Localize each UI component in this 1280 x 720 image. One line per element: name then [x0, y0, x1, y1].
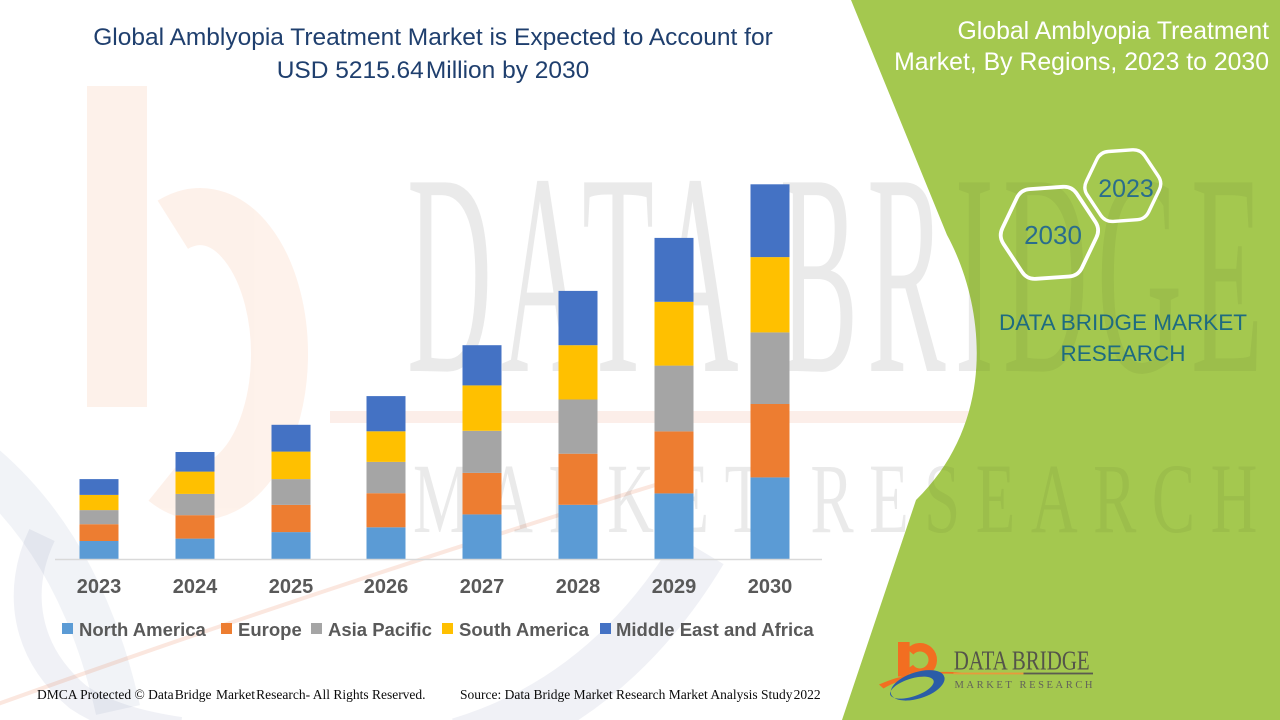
svg-text:2023: 2023	[1098, 175, 1154, 203]
svg-text:MARKET RESEARCH: MARKET RESEARCH	[955, 680, 1096, 691]
svg-text:DATA BRIDGE: DATA BRIDGE	[954, 646, 1090, 676]
svg-text:2030: 2030	[1024, 220, 1082, 250]
